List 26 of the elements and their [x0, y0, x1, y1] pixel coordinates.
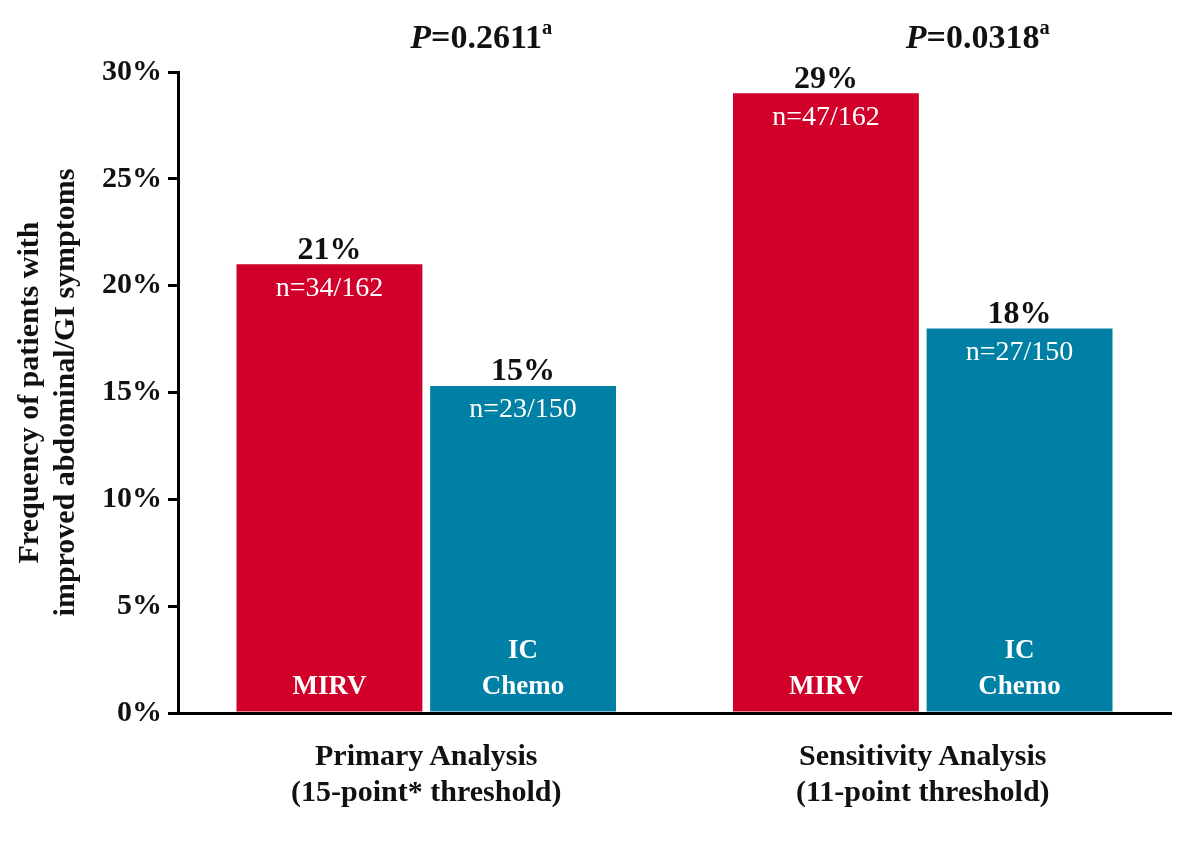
y-tick-label: 5% [117, 586, 162, 620]
data-label: 18% [987, 293, 1052, 330]
y-tick-label: 10% [102, 480, 162, 514]
annotation: n=23/150 [469, 392, 577, 424]
data-label: 21% [297, 229, 362, 266]
y-tick-label: 30% [102, 52, 162, 86]
x-tick-label: Sensitivity Analysis (11-point threshold) [795, 737, 1050, 808]
series-label: MIRV [292, 669, 367, 700]
data-label: 29% [793, 58, 858, 95]
x-tick-label: Primary Analysis (15-point* threshold) [291, 737, 562, 808]
bar [926, 328, 1113, 712]
annotation: n=27/150 [965, 334, 1074, 366]
bar [236, 264, 423, 712]
y-tick-label: 15% [102, 373, 162, 407]
bar [732, 93, 919, 712]
annotation: n=34/162 [275, 270, 384, 302]
y-tick-label: 25% [102, 159, 162, 193]
y-tick-label: 20% [102, 266, 162, 300]
text: MIRV [788, 669, 863, 700]
annotation: n=47/162 [772, 99, 880, 131]
y-tick-label: 0% [117, 693, 162, 727]
y-axis-title: Frequency of patients with improved abdominal/GI symptoms [10, 168, 80, 617]
series-label: IC Chemo [481, 633, 565, 700]
data-label: 15% [491, 351, 556, 388]
text: IC Chemo [978, 633, 1061, 700]
bar [430, 386, 617, 712]
